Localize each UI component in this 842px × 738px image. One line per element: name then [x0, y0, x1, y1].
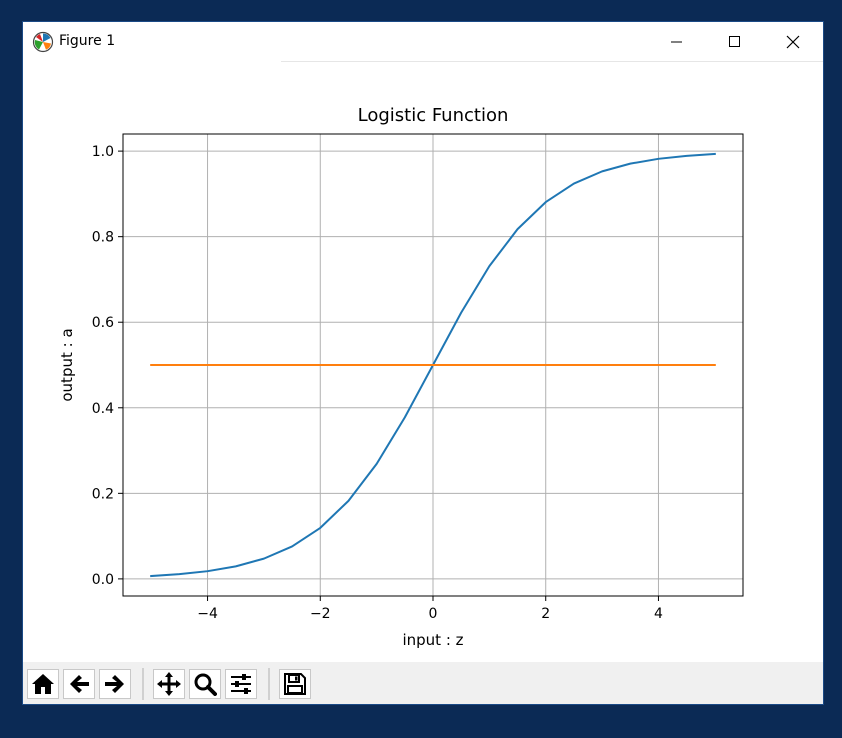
grid-lines — [123, 134, 743, 596]
chart[interactable]: Logistic Function −4 −2 0 2 4 0.0 0.2 0.4 0.6 0.8… — [23, 62, 823, 662]
maximize-button[interactable] — [706, 22, 764, 62]
toolbar-separator — [268, 668, 270, 700]
forward-button[interactable] — [99, 669, 131, 699]
x-tick-label: 0 — [429, 606, 438, 622]
x-tick-label: −2 — [310, 606, 331, 622]
close-icon — [786, 35, 800, 49]
y-tick-label: 0.6 — [92, 315, 114, 331]
x-axis-label: input : z — [402, 631, 463, 649]
matplotlib-logo-icon — [32, 31, 54, 53]
configure-subplots-button[interactable] — [225, 669, 257, 699]
y-tick-label: 0.8 — [92, 230, 114, 246]
x-tick-label: 4 — [654, 606, 663, 622]
back-button[interactable] — [63, 669, 95, 699]
minimize-button[interactable] — [648, 22, 706, 62]
navigation-toolbar — [23, 662, 823, 704]
window-title: Figure 1 — [59, 33, 116, 49]
save-button[interactable] — [279, 669, 311, 699]
close-button[interactable] — [764, 22, 822, 62]
magnifier-icon — [194, 673, 217, 696]
home-button[interactable] — [27, 669, 59, 699]
y-tick-label: 1.0 — [92, 144, 114, 160]
arrow-right-icon — [105, 675, 124, 693]
toolbar-separator — [142, 668, 144, 700]
chart-title: Logistic Function — [358, 105, 509, 126]
y-tick-label: 0.4 — [92, 401, 114, 417]
y-axis-label: output : a — [58, 328, 76, 401]
floppy-disk-icon — [284, 673, 306, 695]
axis-ticks: −4 −2 0 2 4 0.0 0.2 0.4 0.6 0.8 1.0 — [92, 144, 663, 622]
arrow-left-icon — [70, 675, 89, 693]
move-icon — [157, 672, 181, 696]
title-separator — [281, 61, 823, 62]
zoom-button[interactable] — [189, 669, 221, 699]
maximize-icon — [729, 36, 740, 47]
y-tick-label: 0.2 — [92, 486, 114, 502]
x-tick-label: −4 — [197, 606, 218, 622]
minimize-icon — [671, 41, 682, 43]
figure-canvas[interactable]: Logistic Function −4 −2 0 2 4 0.0 0.2 0.4 0.6 0.8… — [23, 62, 823, 662]
y-tick-label: 0.0 — [92, 572, 114, 588]
home-icon — [32, 674, 54, 694]
pan-button[interactable] — [153, 669, 185, 699]
figure-window: Figure 1 Logistic Function −4 −2 0 2 4 0.0 0.2… — [23, 22, 823, 704]
series-lines — [150, 152, 716, 578]
title-bar[interactable]: Figure 1 — [23, 22, 823, 62]
sliders-icon — [231, 674, 251, 694]
x-tick-label: 2 — [541, 606, 550, 622]
